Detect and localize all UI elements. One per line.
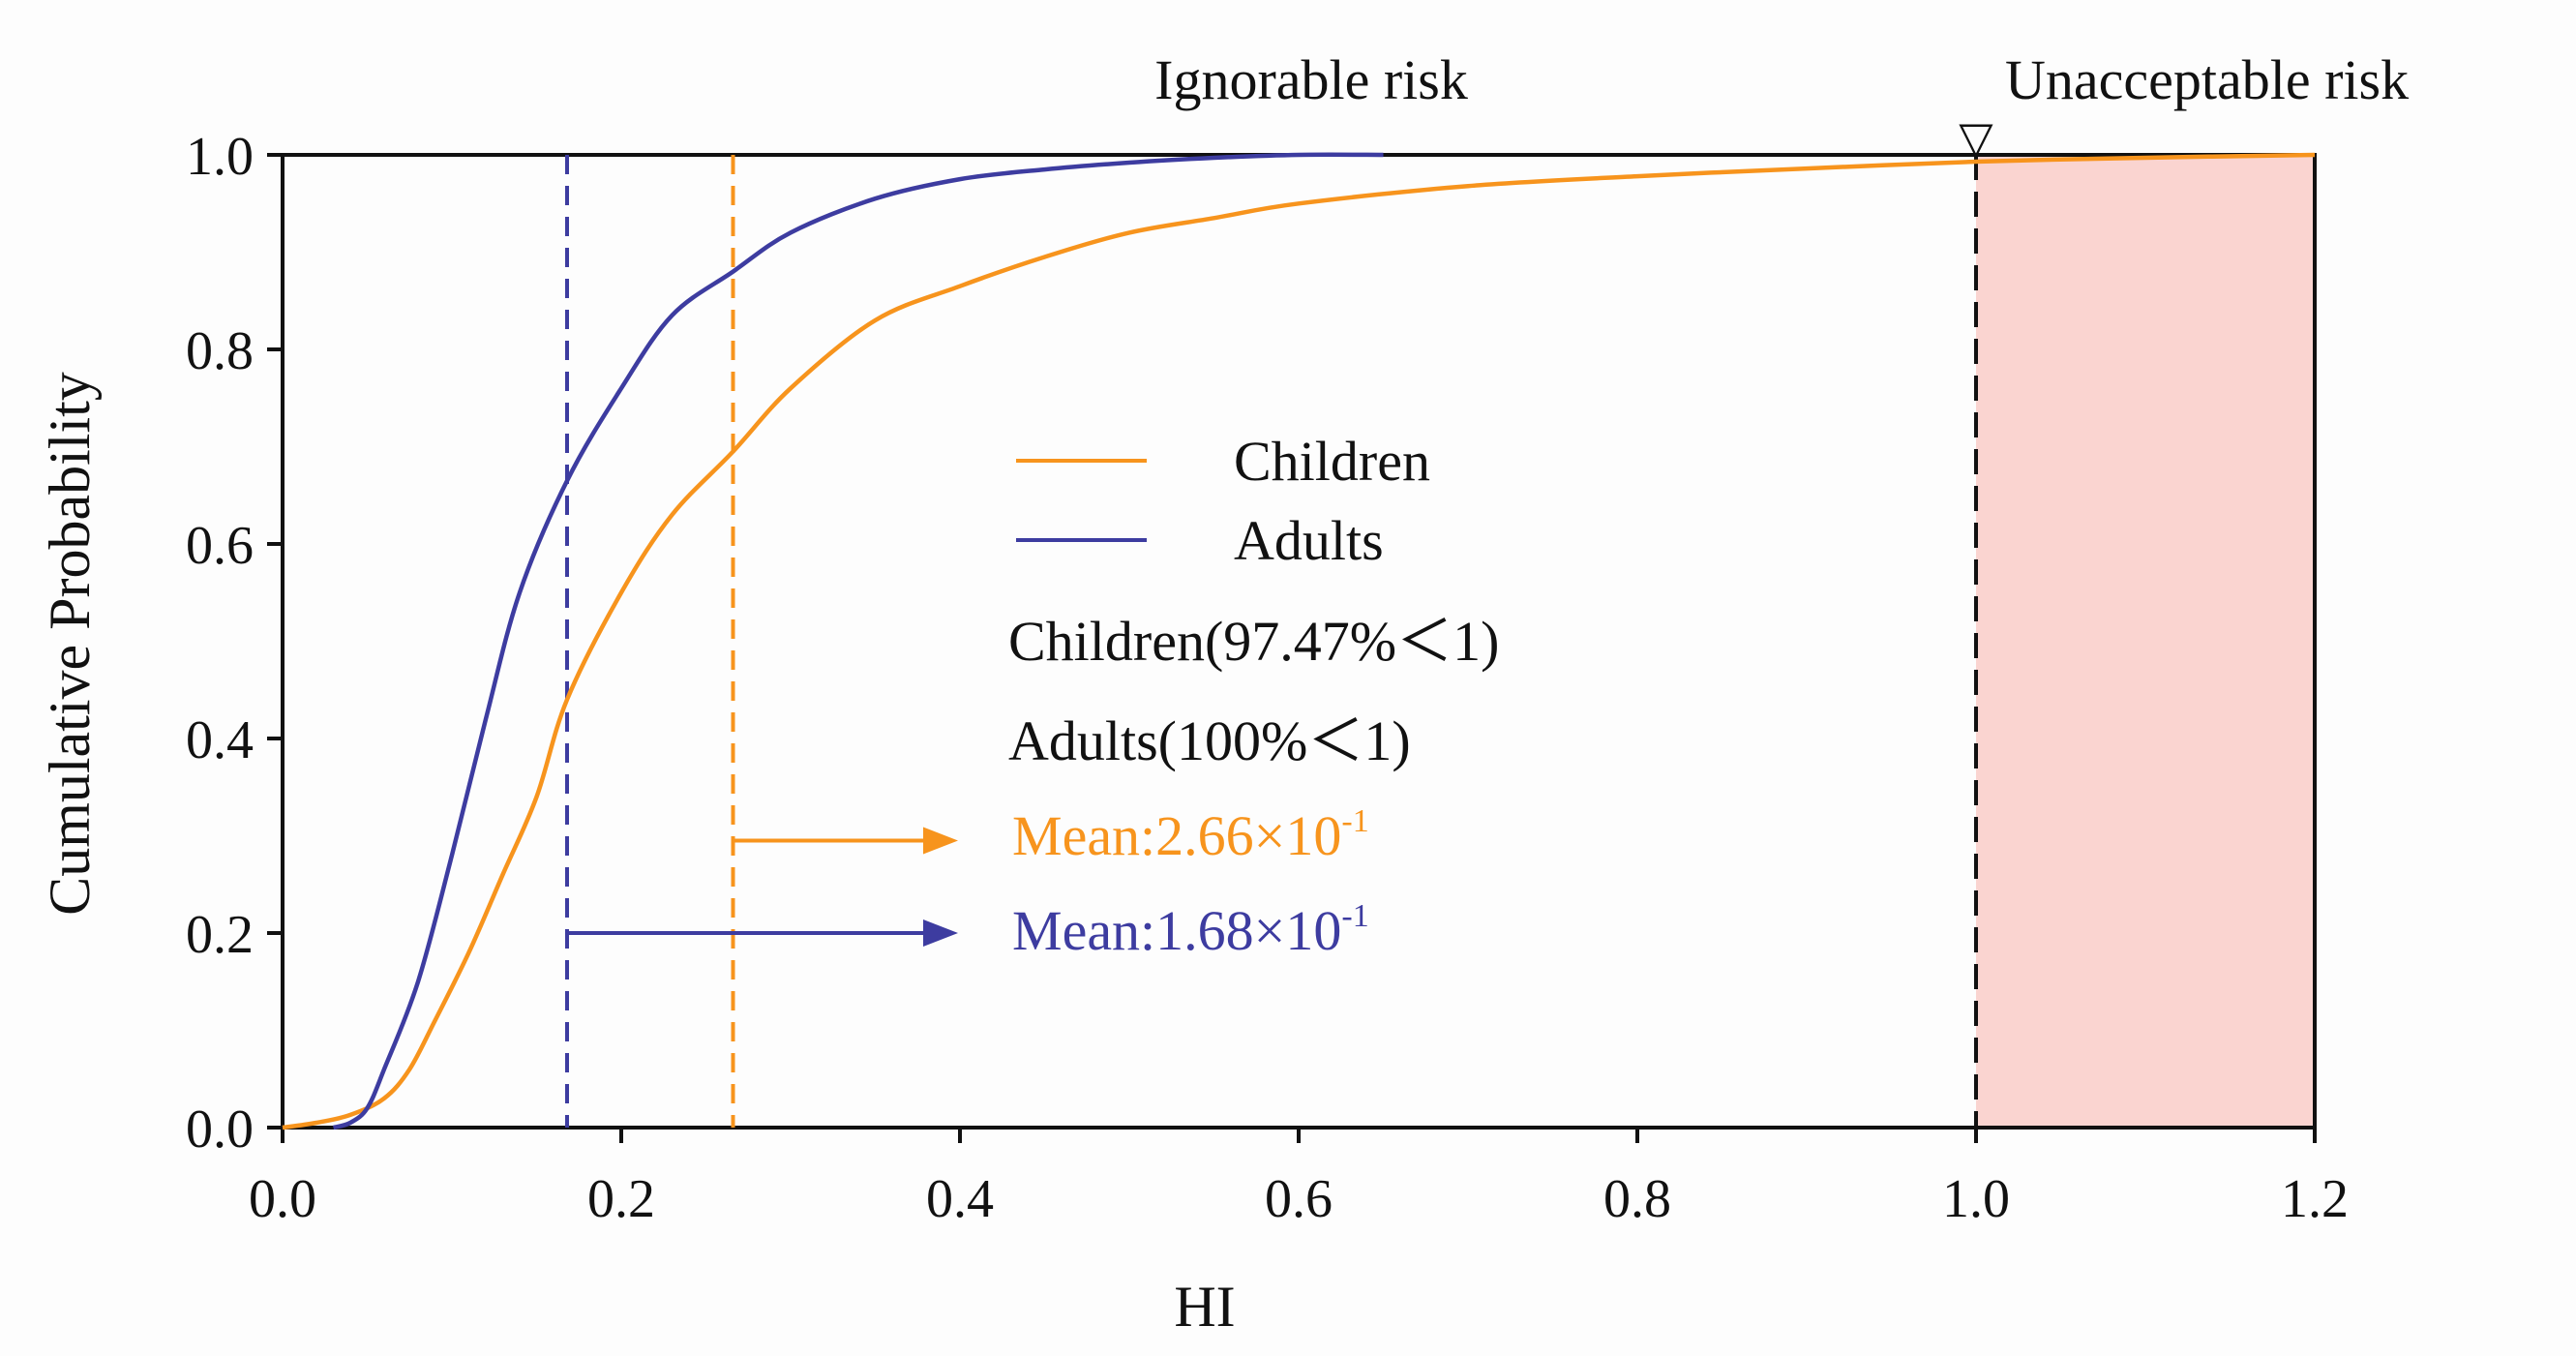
unacceptable-risk-label: Unacceptable risk xyxy=(2005,48,2409,111)
y-axis-ticks: 0.0 0.2 0.4 0.6 0.8 1.0 xyxy=(186,127,283,1160)
x-tick-label: 0.2 xyxy=(587,1169,655,1229)
mean-label-adults: Mean:1.68×10-1 xyxy=(1012,898,1369,962)
x-axis-title: HI xyxy=(1174,1275,1235,1339)
y-tick-label: 0.0 xyxy=(186,1100,254,1160)
x-tick-label: 0.4 xyxy=(926,1169,994,1229)
x-tick-label: 1.0 xyxy=(1942,1169,2010,1229)
mean-label-adults-exponent: -1 xyxy=(1341,898,1368,934)
y-tick-label: 0.4 xyxy=(186,710,254,770)
y-tick-label: 1.0 xyxy=(186,127,254,187)
series-curves xyxy=(282,152,2316,1130)
series-line-children xyxy=(282,152,2316,1130)
mean-label-children: Mean:2.66×10-1 xyxy=(1012,803,1369,867)
x-tick-label: 0.0 xyxy=(249,1169,316,1229)
x-tick-label: 0.8 xyxy=(1603,1169,1671,1229)
legend-label-adults: Adults xyxy=(1234,509,1384,572)
arrow-head-icon xyxy=(923,827,958,855)
x-tick-label: 0.6 xyxy=(1265,1169,1333,1229)
x-axis-ticks: 0.0 0.2 0.4 0.6 0.8 1.0 1.2 xyxy=(249,1128,2349,1229)
y-tick-label: 0.8 xyxy=(186,321,254,381)
stat-children: Children(97.47%＜1) xyxy=(1008,610,1499,673)
ignorable-risk-label: Ignorable risk xyxy=(1154,48,1468,111)
stat-adults: Adults(100%＜1) xyxy=(1008,709,1411,772)
reference-lines xyxy=(565,155,1978,1128)
threshold-marker-icon: ▽ xyxy=(1959,113,1993,163)
unacceptable-region-shade xyxy=(1976,155,2315,1128)
y-tick-label: 0.2 xyxy=(186,905,254,965)
mean-arrows xyxy=(567,827,958,947)
x-tick-label: 1.2 xyxy=(2281,1169,2349,1229)
y-axis-title: Cumulative Probability xyxy=(38,372,102,916)
mean-label-children-base: Mean:2.66×10 xyxy=(1012,804,1341,867)
arrow-head-icon xyxy=(923,919,958,947)
series-line-adults xyxy=(332,152,1384,1130)
legend: Children Adults xyxy=(1016,430,1430,572)
y-tick-label: 0.6 xyxy=(186,516,254,576)
mean-label-children-exponent: -1 xyxy=(1341,803,1368,839)
mean-label-adults-base: Mean:1.68×10 xyxy=(1012,899,1341,962)
legend-label-children: Children xyxy=(1234,430,1430,493)
